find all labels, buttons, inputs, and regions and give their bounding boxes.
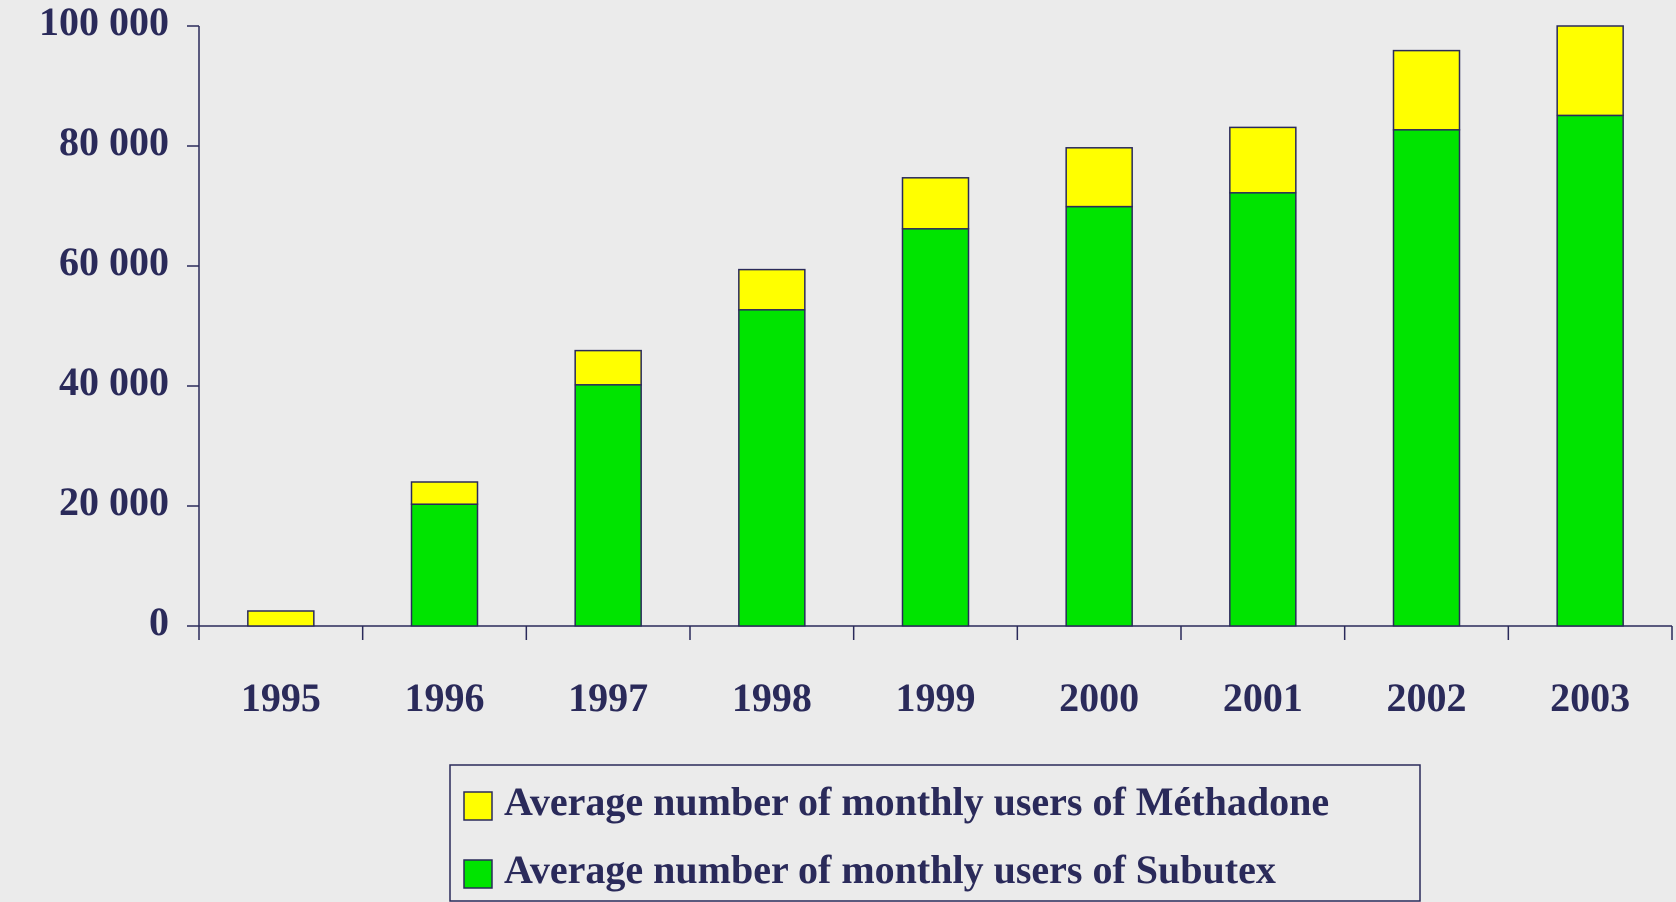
legend-label: Average number of monthly users of Métha…	[504, 779, 1329, 824]
legend-label: Average number of monthly users of Subut…	[504, 847, 1276, 892]
bar-segment	[1392, 49, 1461, 131]
bar-segment	[410, 481, 479, 505]
legend-swatch	[463, 859, 493, 889]
x-tick-label: 2002	[1387, 675, 1467, 720]
x-tick-label: 2003	[1550, 675, 1630, 720]
bar-segment	[1065, 147, 1133, 208]
bar-segment	[574, 384, 642, 627]
bar-segment	[1229, 126, 1297, 194]
y-tick-label: 80 000	[59, 119, 169, 164]
bar-segment	[738, 268, 806, 311]
bar-segment	[901, 228, 970, 627]
bar-segment	[738, 309, 806, 627]
x-tick-label: 2000	[1059, 675, 1139, 720]
bar-segment	[1229, 192, 1297, 627]
x-tick-label: 1999	[896, 675, 976, 720]
bar-segment	[574, 349, 642, 386]
bar-segment	[247, 610, 315, 627]
x-tick-label: 1996	[405, 675, 485, 720]
bar-segment	[1556, 25, 1624, 117]
bar-segment	[1392, 129, 1461, 627]
y-tick-label: 20 000	[59, 479, 169, 524]
x-tick-label: 1995	[241, 675, 321, 720]
bar-segment	[410, 503, 479, 627]
y-tick-label: 0	[149, 599, 169, 644]
legend-swatch	[463, 791, 493, 821]
x-tick-label: 1998	[732, 675, 812, 720]
bar-segment	[1556, 114, 1624, 627]
x-tick-label: 1997	[568, 675, 648, 720]
y-tick-label: 40 000	[59, 359, 169, 404]
bar-segment	[901, 177, 970, 230]
y-tick-label: 100 000	[39, 0, 169, 44]
legend-box	[449, 764, 1421, 902]
x-tick-label: 2001	[1223, 675, 1303, 720]
bar-segment	[1065, 205, 1133, 627]
y-tick-label: 60 000	[59, 239, 169, 284]
